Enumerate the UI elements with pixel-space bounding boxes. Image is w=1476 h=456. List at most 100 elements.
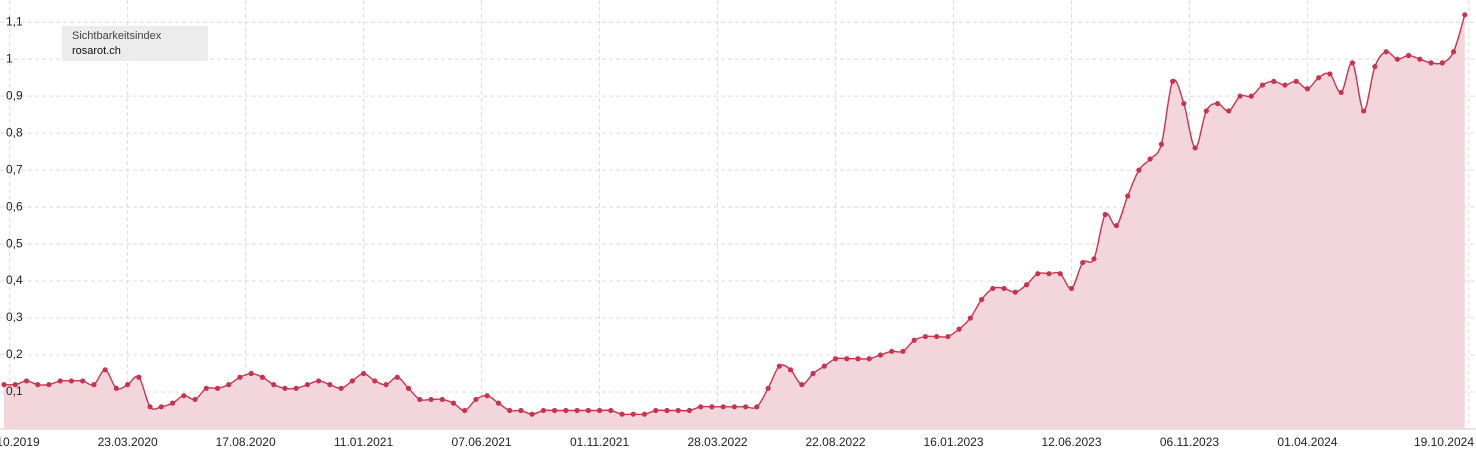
legend-box	[62, 26, 208, 61]
point	[922, 333, 929, 340]
point	[776, 363, 782, 369]
point	[1, 382, 7, 388]
point	[529, 411, 535, 417]
point	[23, 378, 30, 384]
point	[248, 370, 254, 377]
point	[1349, 60, 1355, 66]
point	[439, 396, 445, 403]
point	[372, 378, 378, 384]
y-tick-label: 0,5	[6, 236, 23, 250]
point	[147, 404, 153, 410]
point	[1023, 282, 1030, 288]
legend-entry: rosarot.ch	[72, 45, 121, 57]
x-tick-label: 12.06.2023	[1041, 435, 1101, 449]
point	[967, 315, 973, 321]
point	[1372, 63, 1378, 70]
point	[563, 407, 569, 414]
y-tick-label: 0,3	[6, 310, 23, 324]
point	[653, 407, 659, 414]
y-tick-label: 0,2	[6, 347, 23, 361]
point	[731, 404, 737, 410]
point	[1226, 108, 1232, 114]
point	[1338, 89, 1344, 96]
point	[675, 407, 681, 414]
point	[596, 407, 603, 414]
x-tick-label: 01.04.2024	[1277, 435, 1337, 449]
point	[585, 407, 591, 414]
point	[720, 404, 726, 410]
x-tick-label: 11.01.2021	[334, 435, 393, 449]
point	[1046, 271, 1052, 277]
point	[417, 396, 423, 403]
point	[214, 385, 221, 391]
point	[282, 385, 288, 391]
point	[1080, 259, 1086, 266]
point	[1259, 82, 1266, 88]
point	[181, 393, 187, 399]
point	[855, 356, 861, 362]
y-tick-label: 1,1	[6, 14, 23, 28]
point	[1158, 141, 1164, 147]
y-tick-label: 0,7	[6, 162, 23, 176]
point	[821, 363, 827, 369]
point	[237, 374, 243, 380]
y-tick-label: 0,1	[6, 384, 23, 398]
point	[799, 382, 805, 388]
point	[1361, 108, 1367, 114]
point	[698, 404, 704, 410]
point	[1113, 222, 1120, 229]
legend-title: Sichtbarkeitsindex	[72, 30, 162, 42]
point	[1405, 52, 1412, 59]
point	[1181, 100, 1187, 107]
point	[1237, 93, 1243, 99]
point	[1327, 71, 1333, 77]
y-tick-label: 0,4	[6, 273, 23, 287]
point	[1462, 12, 1468, 18]
point	[405, 385, 412, 391]
point	[990, 285, 996, 292]
point	[1248, 93, 1254, 99]
point	[709, 404, 715, 410]
point	[630, 411, 636, 417]
point	[1383, 49, 1389, 55]
point	[1203, 108, 1209, 114]
point	[900, 348, 906, 354]
point	[1057, 271, 1063, 277]
point	[1091, 256, 1097, 262]
point	[12, 382, 18, 388]
point	[1125, 193, 1131, 199]
point	[945, 333, 951, 340]
point	[226, 382, 232, 388]
x-tick-label: 06.11.2023	[1160, 435, 1219, 449]
point	[1316, 75, 1322, 81]
point	[383, 382, 389, 388]
point	[1282, 82, 1288, 88]
point	[259, 374, 266, 380]
point	[136, 374, 142, 380]
point	[619, 411, 625, 417]
y-tick-label: 0,8	[6, 125, 23, 139]
point	[1012, 289, 1018, 295]
area	[4, 14, 1465, 430]
x-tick-label: 07.06.2021	[452, 435, 512, 449]
point	[113, 385, 119, 391]
point	[1271, 78, 1277, 84]
plot	[1, 12, 1468, 430]
point	[169, 400, 176, 406]
point	[1450, 49, 1457, 55]
point	[889, 348, 895, 354]
point	[46, 382, 52, 388]
point	[1001, 285, 1007, 292]
point	[574, 407, 580, 414]
point	[1304, 86, 1311, 92]
point	[484, 393, 490, 399]
point	[271, 382, 277, 388]
point	[934, 333, 940, 340]
point	[664, 407, 670, 414]
y-tick-label: 0,6	[6, 199, 23, 213]
point	[608, 407, 614, 414]
point	[877, 352, 884, 358]
point	[125, 382, 131, 388]
point	[1147, 156, 1153, 162]
